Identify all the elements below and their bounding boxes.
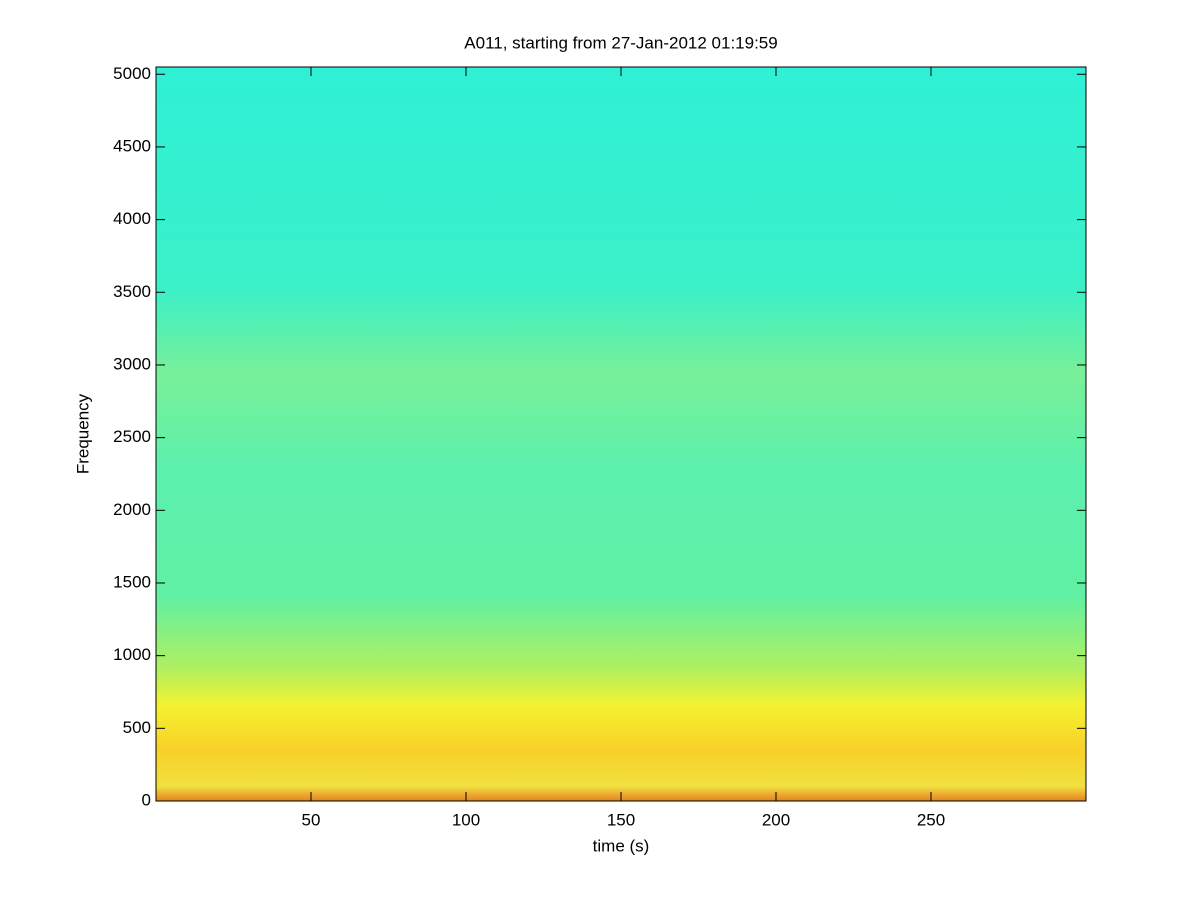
x-tick-label: 150 <box>607 810 635 829</box>
y-tick-label: 0 <box>142 790 151 809</box>
spectrogram-image <box>156 67 1086 801</box>
y-tick-label: 1500 <box>113 572 151 591</box>
x-tick-label: 50 <box>302 810 321 829</box>
x-tick-label: 250 <box>917 810 945 829</box>
y-tick-label: 3500 <box>113 282 151 301</box>
y-axis-label: Frequency <box>73 393 92 474</box>
y-tick-label: 2000 <box>113 500 151 519</box>
x-tick-label: 100 <box>452 810 480 829</box>
y-tick-label: 1000 <box>113 645 151 664</box>
y-tick-label: 2500 <box>113 427 151 446</box>
x-axis-label: time (s) <box>593 836 650 855</box>
y-tick-label: 3000 <box>113 354 151 373</box>
y-tick-label: 500 <box>123 718 151 737</box>
y-tick-label: 4000 <box>113 209 151 228</box>
x-tick-label: 200 <box>762 810 790 829</box>
chart-title: A011, starting from 27-Jan-2012 01:19:59 <box>464 33 777 52</box>
y-tick-label: 4500 <box>113 136 151 155</box>
y-tick-label: 5000 <box>113 64 151 83</box>
